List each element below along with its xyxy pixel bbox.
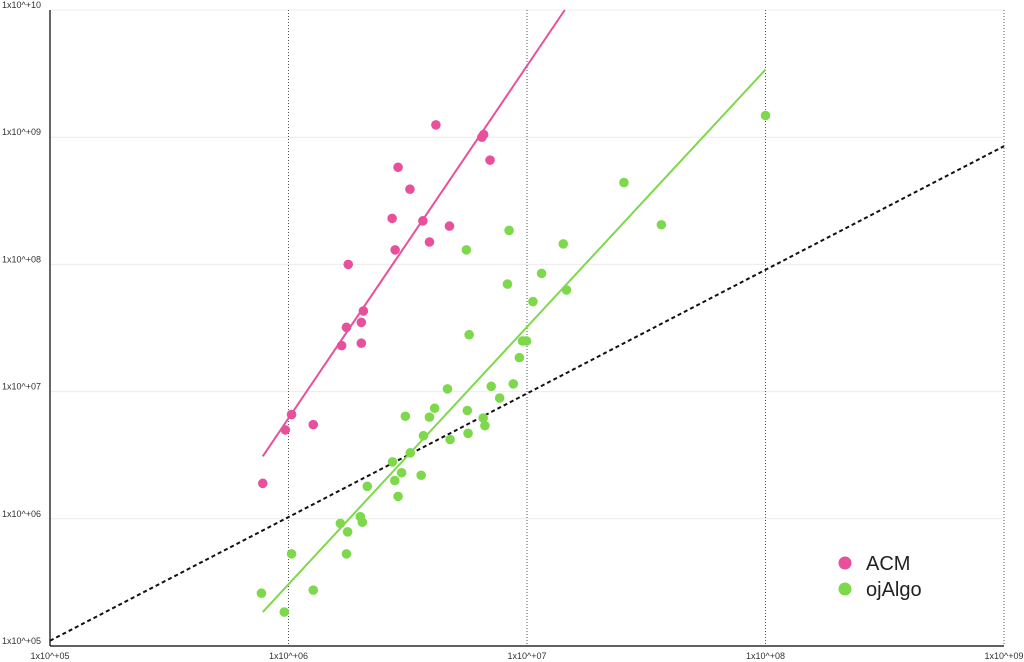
data-point-ojalgo bbox=[445, 434, 455, 445]
data-point-acm bbox=[341, 322, 352, 333]
data-point-ojalgo bbox=[429, 403, 440, 414]
data-point-acm bbox=[358, 306, 369, 316]
data-point-acm bbox=[393, 162, 403, 173]
data-point-ojalgo bbox=[405, 448, 416, 458]
data-point-acm bbox=[343, 259, 354, 270]
data-point-acm bbox=[280, 425, 291, 435]
data-point-ojalgo bbox=[536, 268, 547, 279]
data-point-acm bbox=[390, 245, 400, 255]
data-point-ojalgo bbox=[442, 384, 453, 394]
data-point-ojalgo bbox=[478, 413, 488, 423]
x-tick-label: 1x10^+08 bbox=[746, 651, 785, 661]
axes bbox=[49, 10, 1004, 647]
data-point-ojalgo bbox=[335, 518, 346, 529]
legend: ACM ojAlgo bbox=[838, 553, 922, 601]
data-point-acm bbox=[387, 213, 397, 224]
x-tick-label: 1x10^+06 bbox=[269, 651, 308, 661]
y-tick-label: 1x10^+09 bbox=[2, 127, 41, 137]
data-point-ojalgo bbox=[342, 527, 353, 537]
data-point-acm bbox=[405, 184, 415, 195]
data-point-acm bbox=[418, 216, 428, 226]
data-point-acm bbox=[356, 338, 367, 349]
y-tick-label: 1x10^+07 bbox=[2, 382, 41, 392]
trend-line-acm bbox=[261, 9, 566, 457]
data-point-ojalgo bbox=[561, 285, 572, 295]
data-point-ojalgo bbox=[424, 412, 435, 422]
x-tick-label: 1x10^+07 bbox=[507, 651, 546, 661]
trend-lines bbox=[261, 9, 767, 613]
data-point-ojalgo bbox=[389, 475, 400, 486]
data-point-ojalgo bbox=[461, 245, 472, 255]
data-point-ojalgo bbox=[416, 470, 426, 481]
data-point-ojalgo bbox=[760, 110, 771, 121]
data-point-ojalgo bbox=[400, 411, 411, 422]
data-point-ojalgo bbox=[387, 457, 398, 467]
data-point-acm bbox=[444, 221, 455, 231]
data-point-ojalgo bbox=[279, 607, 290, 617]
data-point-ojalgo bbox=[480, 420, 490, 431]
data-point-ojalgo bbox=[528, 296, 538, 307]
data-point-acm bbox=[257, 478, 268, 489]
data-point-ojalgo bbox=[393, 491, 403, 502]
data-point-ojalgo bbox=[418, 430, 429, 441]
data-point-ojalgo bbox=[256, 588, 267, 599]
data-point-ojalgo bbox=[308, 585, 319, 595]
data-point-acm bbox=[485, 155, 495, 165]
data-point-acm bbox=[431, 120, 441, 130]
data-point-ojalgo bbox=[362, 481, 373, 492]
data-point-ojalgo bbox=[558, 239, 569, 249]
x-tick-label: 1x10^+05 bbox=[30, 651, 69, 661]
data-point-ojalgo bbox=[656, 219, 667, 230]
data-point-ojalgo bbox=[396, 467, 407, 478]
data-point-ojalgo bbox=[504, 225, 514, 236]
data-point-acm bbox=[336, 340, 347, 351]
legend-label-acm: ACM bbox=[866, 553, 910, 575]
legend-marker-acm bbox=[838, 556, 852, 570]
data-point-ojalgo bbox=[619, 177, 629, 188]
data-point-acm bbox=[356, 317, 367, 328]
y-tick-label: 1x10^+06 bbox=[2, 509, 41, 519]
data-points bbox=[256, 110, 771, 617]
data-point-acm bbox=[308, 419, 319, 430]
y-tick-label: 1x10^+05 bbox=[2, 636, 41, 646]
data-point-ojalgo bbox=[502, 279, 513, 289]
data-point-ojalgo bbox=[464, 329, 474, 340]
y-tick-label: 1x10^+08 bbox=[2, 254, 41, 264]
data-point-ojalgo bbox=[341, 549, 352, 559]
data-point-acm bbox=[424, 237, 435, 247]
data-point-ojalgo bbox=[286, 549, 297, 559]
data-point-acm bbox=[286, 409, 297, 420]
data-point-ojalgo bbox=[508, 379, 519, 389]
x-tick-label: 1x10^+09 bbox=[984, 651, 1023, 661]
data-point-ojalgo bbox=[463, 428, 473, 439]
y-tick-label: 1x10^+10 bbox=[2, 0, 41, 10]
data-point-ojalgo bbox=[494, 393, 505, 403]
legend-label-ojalgo: ojAlgo bbox=[866, 579, 922, 601]
data-point-ojalgo bbox=[514, 352, 525, 363]
trend-line-ojalgo bbox=[262, 68, 767, 613]
data-point-ojalgo bbox=[521, 336, 532, 346]
legend-marker-ojalgo bbox=[838, 582, 852, 596]
data-point-acm bbox=[478, 129, 489, 140]
data-point-ojalgo bbox=[486, 381, 497, 392]
data-point-ojalgo bbox=[462, 405, 473, 416]
data-point-ojalgo bbox=[357, 517, 368, 528]
